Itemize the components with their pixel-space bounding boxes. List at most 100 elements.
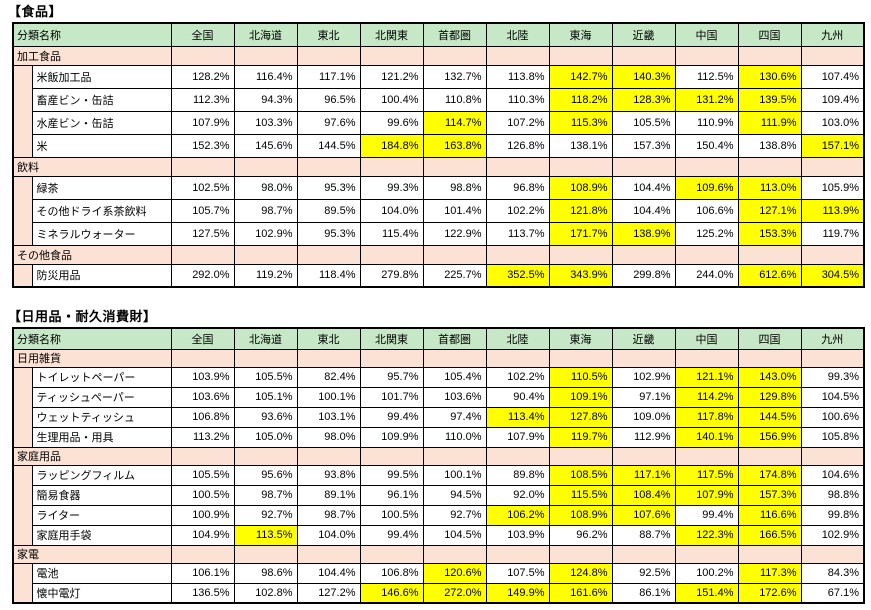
value-cell-highlighted[interactable]: 149.9% (485, 582, 550, 604)
value-cell[interactable]: 98.7% (233, 484, 298, 506)
value-cell-highlighted[interactable]: 115.5% (548, 484, 613, 506)
category-empty-cell[interactable] (359, 348, 424, 368)
value-cell[interactable]: 101.4% (422, 198, 487, 223)
value-cell[interactable]: 132.7% (422, 64, 487, 89)
category-empty-cell[interactable] (296, 45, 361, 66)
category-empty-cell[interactable] (233, 45, 298, 66)
category-empty-cell[interactable] (548, 244, 613, 265)
value-cell[interactable]: 99.4% (359, 524, 424, 546)
value-cell-highlighted[interactable]: 121.8% (548, 198, 613, 223)
value-cell[interactable]: 105.1% (233, 386, 298, 408)
value-cell[interactable]: 119.2% (233, 263, 298, 288)
column-header[interactable]: 中国 (674, 22, 739, 47)
category-empty-cell[interactable] (296, 348, 361, 368)
value-cell-highlighted[interactable]: 129.8% (737, 386, 802, 408)
value-cell-highlighted[interactable]: 106.2% (485, 504, 550, 526)
value-cell[interactable]: 106.6% (674, 198, 739, 223)
value-cell-highlighted[interactable]: 140.1% (674, 426, 739, 448)
value-cell[interactable]: 84.3% (800, 562, 865, 584)
value-cell[interactable]: 89.5% (296, 198, 361, 223)
value-cell[interactable]: 105.7% (170, 198, 235, 223)
value-cell[interactable]: 102.9% (800, 524, 865, 546)
value-cell[interactable]: 110.8% (422, 87, 487, 112)
category-empty-cell[interactable] (674, 244, 739, 265)
column-header[interactable]: 四国 (737, 327, 802, 350)
value-cell-highlighted[interactable]: 144.5% (737, 406, 802, 428)
category-indent-cell[interactable] (12, 366, 33, 448)
value-cell[interactable]: 104.4% (611, 175, 676, 200)
value-cell[interactable]: 105.8% (800, 426, 865, 448)
value-cell[interactable]: 99.3% (359, 175, 424, 200)
category-row-label[interactable]: 飲料 (12, 156, 172, 177)
item-label[interactable]: ミネラルウォーター (31, 221, 172, 246)
value-cell-highlighted[interactable]: 130.6% (737, 64, 802, 89)
value-cell[interactable]: 93.8% (296, 464, 361, 486)
value-cell[interactable]: 92.0% (485, 484, 550, 506)
value-cell-highlighted[interactable]: 156.9% (737, 426, 802, 448)
value-cell[interactable]: 107.2% (485, 110, 550, 135)
category-empty-cell[interactable] (233, 348, 298, 368)
value-cell[interactable]: 116.4% (233, 64, 298, 89)
value-cell-highlighted[interactable]: 304.5% (800, 263, 865, 288)
value-cell[interactable]: 98.8% (422, 175, 487, 200)
value-cell[interactable]: 93.6% (233, 406, 298, 428)
value-cell[interactable]: 94.3% (233, 87, 298, 112)
category-empty-cell[interactable] (422, 45, 487, 66)
category-indent-cell[interactable] (12, 175, 33, 246)
category-empty-cell[interactable] (359, 45, 424, 66)
category-empty-cell[interactable] (548, 156, 613, 177)
column-header[interactable]: 北陸 (485, 327, 550, 350)
value-cell-highlighted[interactable]: 127.1% (737, 198, 802, 223)
value-cell-highlighted[interactable]: 161.6% (548, 582, 613, 604)
category-empty-cell[interactable] (674, 156, 739, 177)
value-cell[interactable]: 104.4% (296, 562, 361, 584)
column-header[interactable]: 北関東 (359, 327, 424, 350)
value-cell[interactable]: 99.5% (359, 464, 424, 486)
value-cell[interactable]: 107.4% (800, 64, 865, 89)
value-cell[interactable]: 102.9% (233, 221, 298, 246)
category-row-label[interactable]: 家庭用品 (12, 446, 172, 466)
value-cell[interactable]: 97.6% (296, 110, 361, 135)
column-header[interactable]: 分類名称 (12, 327, 172, 350)
value-cell[interactable]: 104.0% (359, 198, 424, 223)
item-label[interactable]: ティッシュペーパー (31, 386, 172, 408)
value-cell[interactable]: 127.2% (296, 582, 361, 604)
value-cell[interactable]: 115.4% (359, 221, 424, 246)
category-empty-cell[interactable] (485, 45, 550, 66)
column-header[interactable]: 全国 (170, 22, 235, 47)
value-cell-highlighted[interactable]: 107.6% (611, 504, 676, 526)
value-cell-highlighted[interactable]: 114.7% (422, 110, 487, 135)
value-cell[interactable]: 299.8% (611, 263, 676, 288)
value-cell[interactable]: 99.3% (800, 366, 865, 388)
value-cell[interactable]: 94.5% (422, 484, 487, 506)
value-cell[interactable]: 102.2% (485, 198, 550, 223)
value-cell[interactable]: 99.8% (800, 504, 865, 526)
value-cell[interactable]: 244.0% (674, 263, 739, 288)
item-label[interactable]: 簡易食器 (31, 484, 172, 506)
value-cell[interactable]: 138.1% (548, 133, 613, 158)
value-cell[interactable]: 110.0% (422, 426, 487, 448)
value-cell[interactable]: 97.4% (422, 406, 487, 428)
value-cell-highlighted[interactable]: 139.5% (737, 87, 802, 112)
value-cell-highlighted[interactable]: 117.5% (674, 464, 739, 486)
value-cell-highlighted[interactable]: 131.2% (674, 87, 739, 112)
value-cell-highlighted[interactable]: 184.8% (359, 133, 424, 158)
value-cell[interactable]: 92.7% (422, 504, 487, 526)
value-cell[interactable]: 103.6% (422, 386, 487, 408)
value-cell-highlighted[interactable]: 343.9% (548, 263, 613, 288)
value-cell-highlighted[interactable]: 108.9% (548, 504, 613, 526)
category-empty-cell[interactable] (233, 544, 298, 564)
category-empty-cell[interactable] (800, 156, 865, 177)
item-label[interactable]: 米 (31, 133, 172, 158)
category-row-label[interactable]: その他食品 (12, 244, 172, 265)
value-cell-highlighted[interactable]: 117.3% (737, 562, 802, 584)
item-label[interactable]: 家庭用手袋 (31, 524, 172, 546)
value-cell-highlighted[interactable]: 171.7% (548, 221, 613, 246)
value-cell[interactable]: 88.7% (611, 524, 676, 546)
value-cell-highlighted[interactable]: 119.7% (548, 426, 613, 448)
value-cell-highlighted[interactable]: 107.9% (674, 484, 739, 506)
value-cell[interactable]: 145.6% (233, 133, 298, 158)
category-empty-cell[interactable] (359, 156, 424, 177)
value-cell[interactable]: 109.4% (800, 87, 865, 112)
value-cell[interactable]: 92.7% (233, 504, 298, 526)
